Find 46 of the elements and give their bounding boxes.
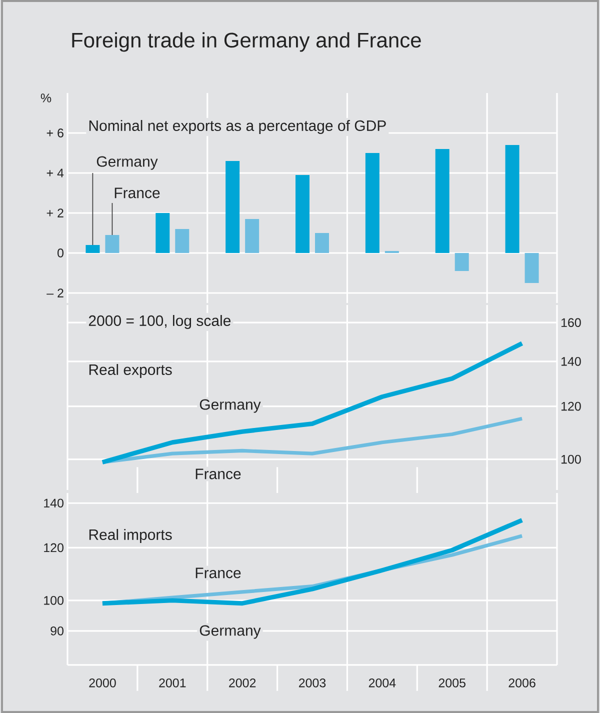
bar xyxy=(226,160,240,253)
x-tick-label: 2002 xyxy=(229,678,256,688)
text: France xyxy=(114,188,160,198)
series-label: Germany xyxy=(200,625,261,639)
bar xyxy=(86,244,100,253)
x-tick-label: 2000 xyxy=(89,678,116,688)
bar xyxy=(105,234,120,253)
bar xyxy=(175,228,190,253)
y-tick-label: 100 xyxy=(561,454,581,464)
y-axis-title: % xyxy=(40,94,52,102)
x-tick-label: 2005 xyxy=(438,678,466,688)
series-label: France xyxy=(196,468,241,480)
y-tick-label: – 2 xyxy=(46,288,64,298)
line-series xyxy=(100,416,524,464)
x-tick-label: 2006 xyxy=(508,678,536,688)
y-tick-label: 100 xyxy=(44,596,64,605)
text: Real imports xyxy=(89,528,172,543)
y-tick-label: 140 xyxy=(44,498,64,508)
y-tick-label: + 4 xyxy=(46,168,64,178)
series-label: France xyxy=(196,568,241,578)
text: 2000 = 100, log scale xyxy=(88,314,231,329)
y-tick-label: 140 xyxy=(561,357,581,366)
y-tick-label: 90 xyxy=(50,626,64,636)
bar xyxy=(245,218,260,253)
text: Real exports xyxy=(89,364,172,378)
y-tick-label: 0 xyxy=(58,248,64,258)
bar xyxy=(296,174,310,253)
bar xyxy=(365,152,380,253)
y-tick-label: 160 xyxy=(561,318,581,328)
bar xyxy=(435,148,450,253)
bar xyxy=(505,144,520,253)
y-tick-label: 120 xyxy=(561,402,581,411)
y-tick-label: + 2 xyxy=(46,208,64,218)
chart-title: Foreign trade in Germany and France xyxy=(72,32,421,52)
series-label: Germany xyxy=(200,399,261,413)
x-tick-label: 2001 xyxy=(159,678,186,688)
text: Germany xyxy=(96,156,158,170)
y-tick-label: 120 xyxy=(44,543,64,552)
x-tick-label: 2004 xyxy=(368,678,396,688)
bar xyxy=(156,212,170,253)
bar xyxy=(315,232,329,253)
bar xyxy=(454,252,469,271)
text: Nominal net exports as a percentage of GDP xyxy=(89,120,386,134)
y-tick-label: + 6 xyxy=(46,128,64,138)
x-tick-label: 2003 xyxy=(298,678,326,688)
bar xyxy=(524,252,539,283)
